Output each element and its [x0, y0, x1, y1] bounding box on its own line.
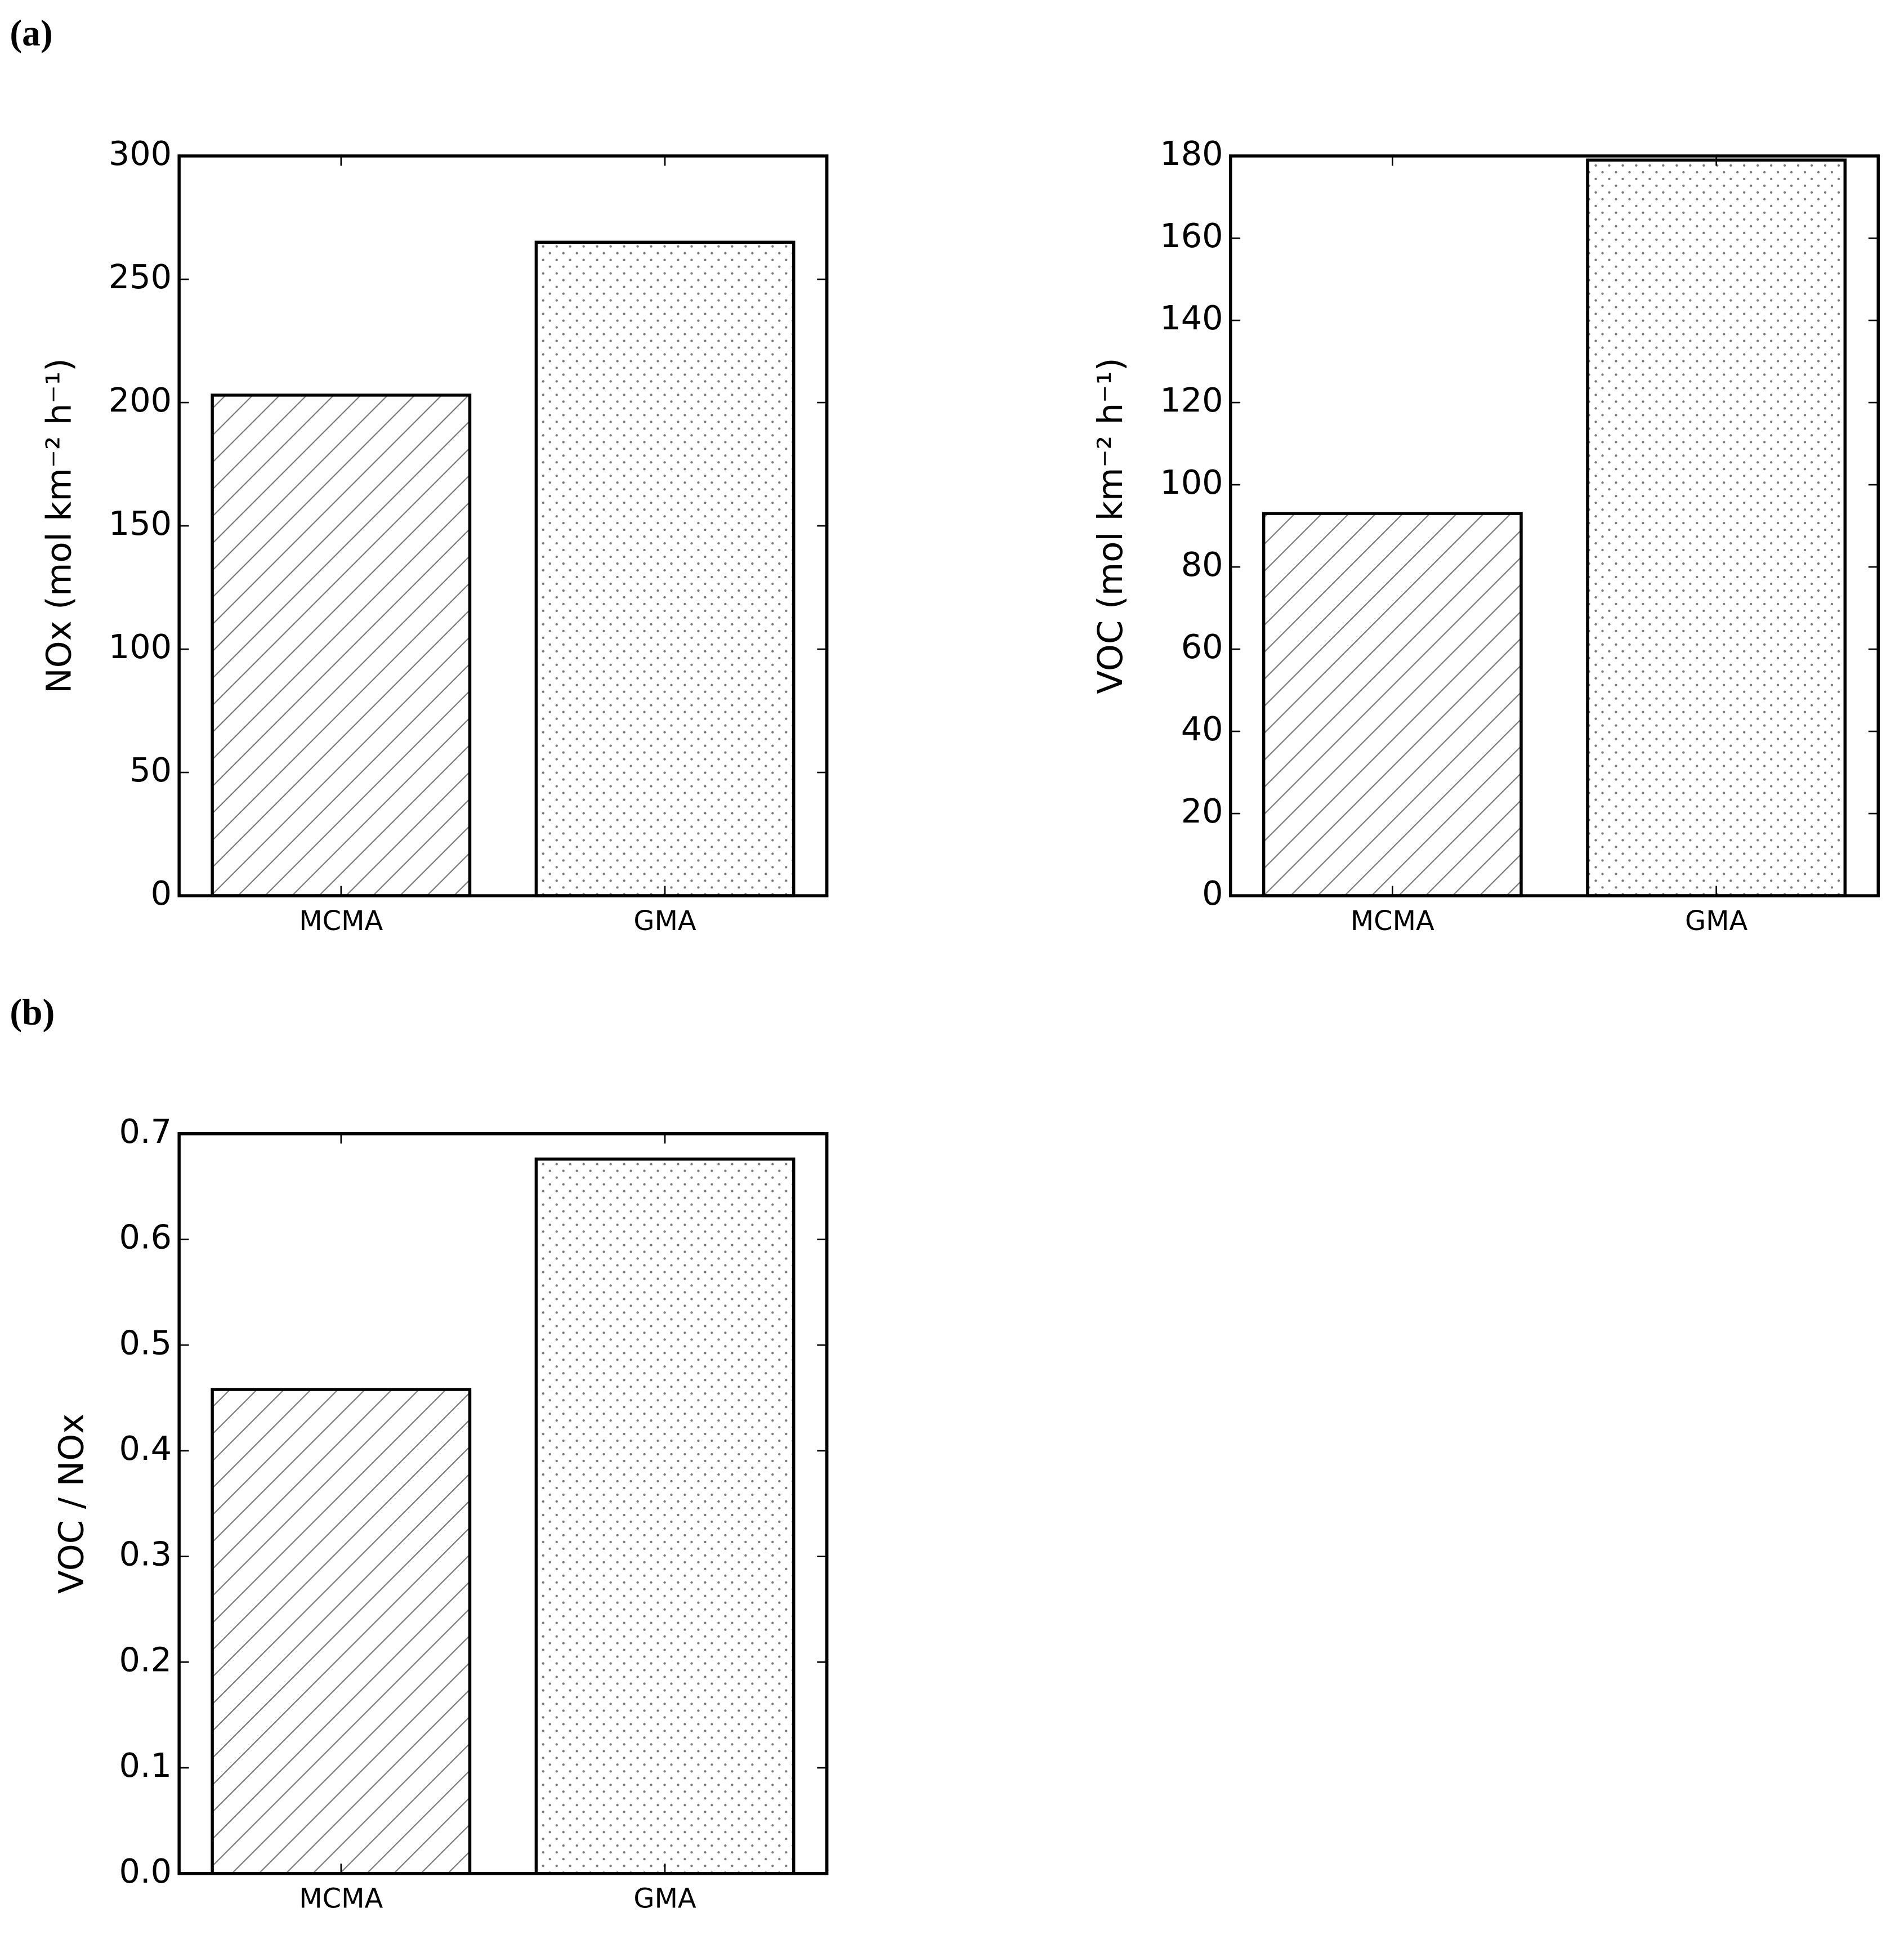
y-tick-label: 0.2 [119, 1640, 172, 1679]
y-tick-label: 40 [1181, 709, 1223, 748]
y-tick-label: 100 [109, 627, 172, 666]
subplot: MCMA GMA 0 20 40 60 80 100 120 140 160 180 VOC (mol … [1090, 134, 1880, 937]
bar [211, 394, 472, 897]
y-tick-label: 0.6 [119, 1218, 172, 1257]
y-axis-label: VOC (mol km⁻² h⁻¹) [1090, 357, 1130, 694]
bar [211, 1388, 472, 1875]
bar [534, 240, 795, 897]
y-tick-label: 80 [1181, 545, 1223, 584]
y-tick-label: 0.3 [119, 1535, 172, 1574]
y-tick-label: 0.1 [119, 1746, 172, 1785]
panel-label: (b) [10, 993, 55, 1033]
y-tick-label: 150 [109, 504, 172, 543]
y-tick-label: 20 [1181, 792, 1223, 830]
x-tick-label: GMA [633, 906, 696, 937]
y-axis-label: VOC / NOx [51, 1414, 91, 1594]
y-tick-label: 0 [1202, 874, 1223, 913]
y-tick-label: 0.5 [119, 1323, 172, 1362]
x-tick-label: MCMA [299, 1884, 383, 1915]
x-tick-label: MCMA [1351, 906, 1434, 937]
y-tick-label: 250 [109, 257, 172, 296]
y-tick-label: 0.0 [119, 1852, 172, 1891]
subplot: MCMA GMA 0.0 0.1 0.2 0.3 0.4 0.5 0.6 0.7 VOC / NOx… [10, 993, 829, 1915]
axes-frame [177, 1132, 829, 1875]
x-tick-label: GMA [633, 1884, 696, 1915]
subplot: MCMA GMA 0 50 100 150 200 250 300 NOx (mol km⁻² h… [10, 14, 829, 937]
axes-frame [1228, 154, 1880, 897]
y-tick-label: 160 [1160, 216, 1223, 255]
y-axis-label: NOx (mol km⁻² h⁻¹) [39, 358, 79, 694]
bar [1262, 512, 1523, 897]
y-tick-label: 200 [109, 381, 172, 419]
bar [1586, 158, 1847, 897]
y-tick-label: 50 [129, 750, 172, 789]
axes-frame [177, 154, 829, 897]
panel-label: (a) [10, 14, 52, 54]
y-tick-label: 180 [1160, 134, 1223, 173]
y-tick-label: 60 [1181, 627, 1223, 666]
x-tick-label: GMA [1685, 906, 1748, 937]
y-tick-label: 100 [1160, 463, 1223, 502]
y-tick-label: 140 [1160, 298, 1223, 337]
bar [534, 1158, 795, 1875]
y-tick-label: 0.7 [119, 1112, 172, 1151]
x-tick-label: MCMA [299, 906, 383, 937]
y-tick-label: 300 [109, 134, 172, 173]
y-tick-label: 0 [151, 874, 172, 913]
y-tick-label: 120 [1160, 381, 1223, 419]
y-tick-label: 0.4 [119, 1429, 172, 1468]
